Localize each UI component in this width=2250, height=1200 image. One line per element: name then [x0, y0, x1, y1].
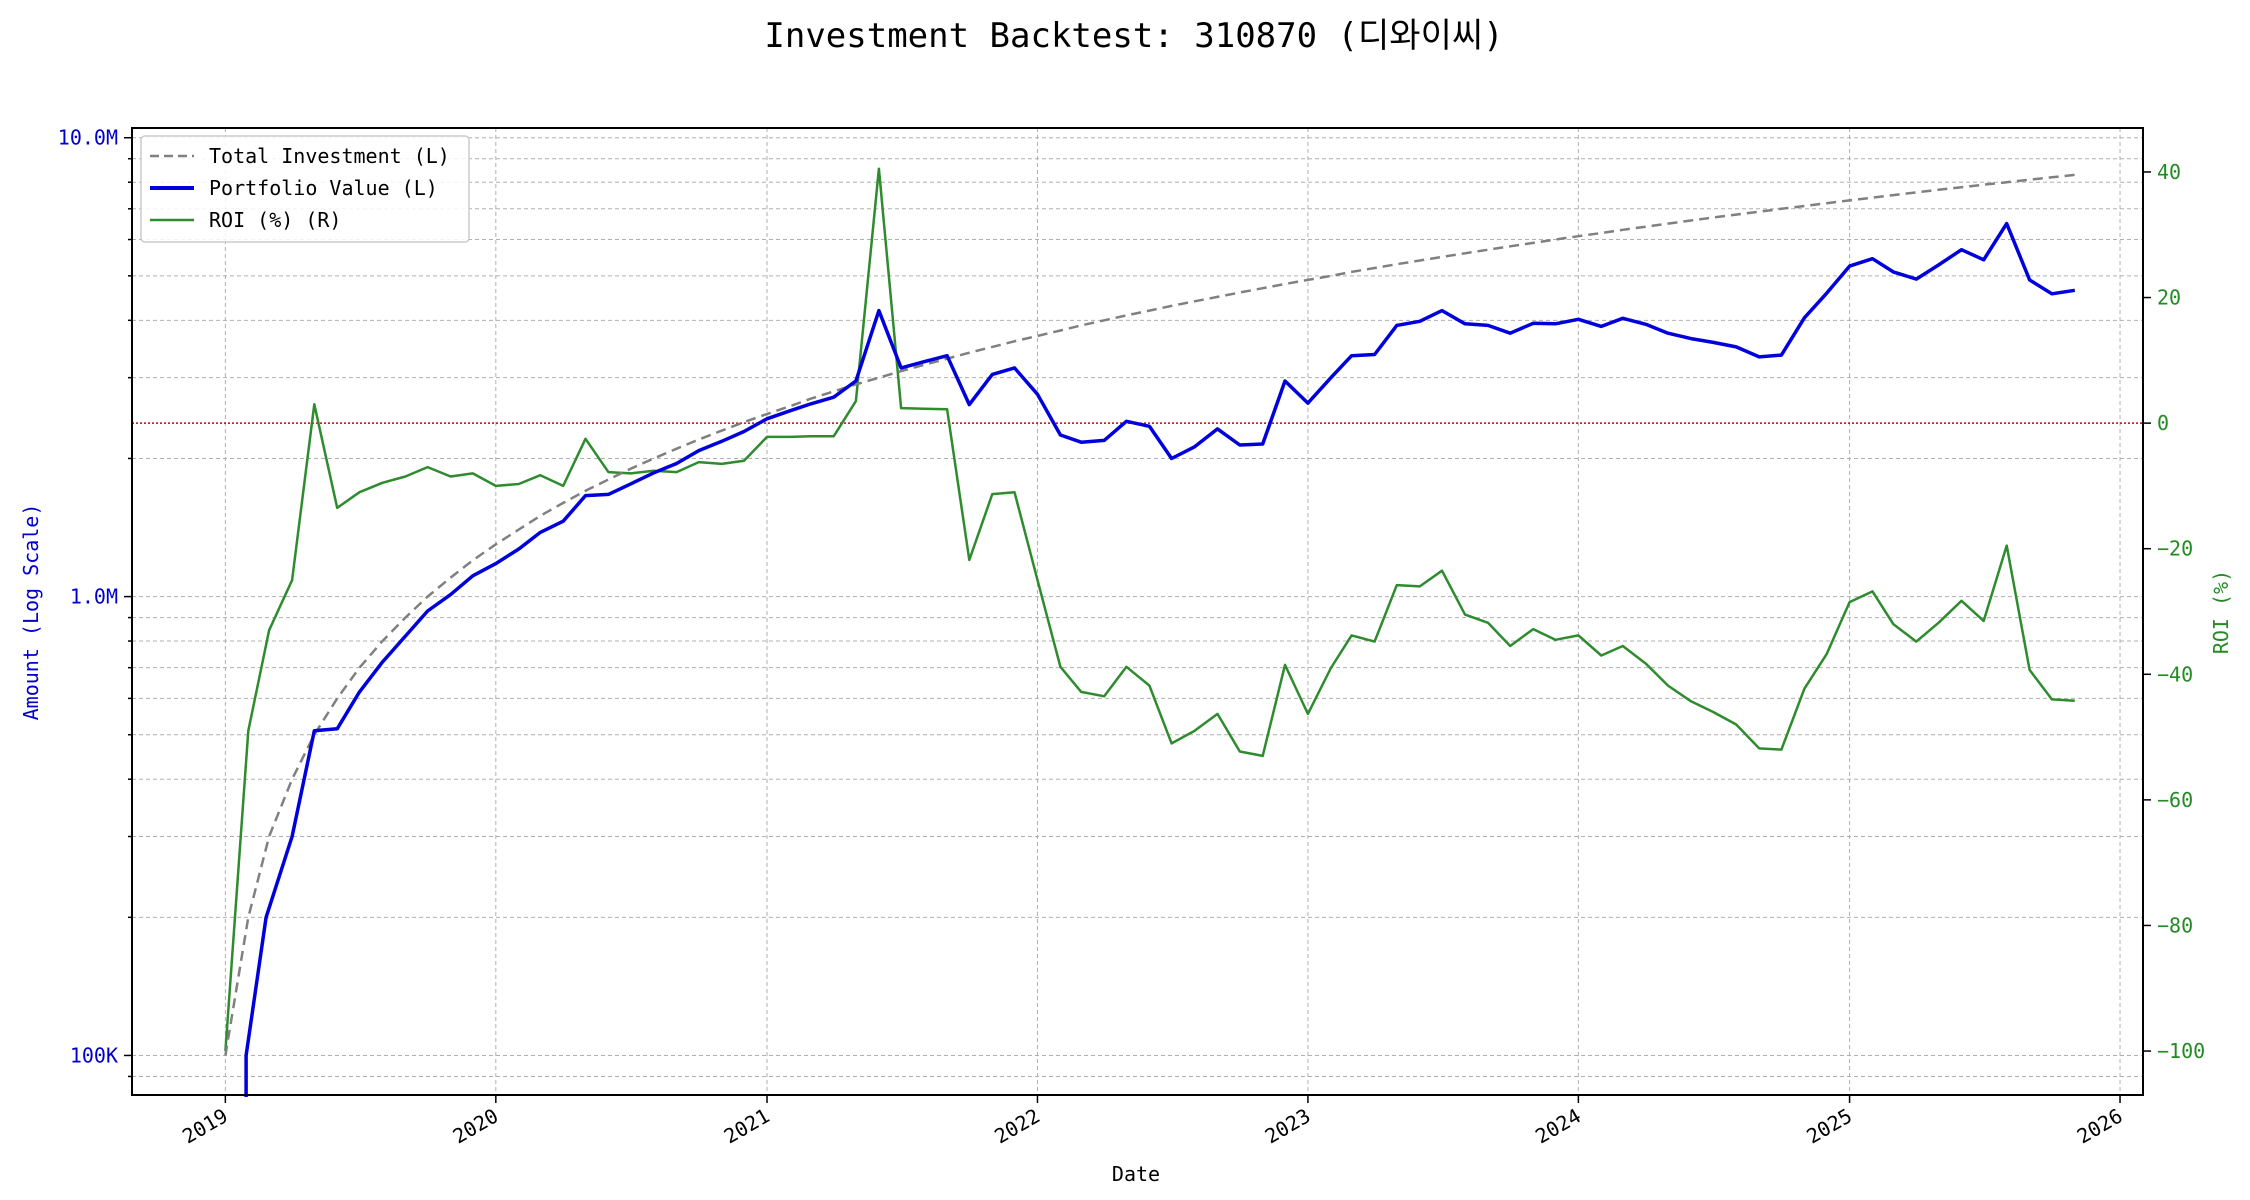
right-axis-ticks: 40 20 0 −20 −40 −60 −80 −100	[2143, 160, 2205, 1063]
portfolio-value-line	[244, 221, 2076, 1097]
right-tick-label: −20	[2157, 537, 2193, 561]
legend-label-total-investment: Total Investment (L)	[209, 144, 450, 168]
legend-label-roi: ROI (%) (R)	[209, 208, 341, 232]
plot-frame	[131, 127, 2144, 1096]
legend: Total Investment (L) Portfolio Value (L)…	[140, 135, 470, 243]
left-tick-label: 10.0M	[58, 126, 118, 150]
right-axis-label: ROI (%)	[2209, 570, 2233, 654]
left-tick-label: 100K	[70, 1043, 118, 1067]
series-layer	[224, 167, 2076, 1097]
x-axis-label: Date	[1112, 1162, 1160, 1186]
right-tick-label: −60	[2157, 788, 2193, 812]
legend-label-portfolio-value: Portfolio Value (L)	[209, 176, 438, 200]
roi-line	[224, 167, 2075, 1052]
left-axis-ticks: 100K 1.0M 10.0M	[58, 126, 132, 1078]
right-tick-label: −80	[2157, 913, 2193, 937]
right-tick-label: 0	[2157, 411, 2169, 435]
left-axis-label: Amount (Log Scale)	[19, 504, 43, 721]
right-tick-label: 20	[2157, 286, 2181, 310]
legend-box	[140, 135, 470, 243]
right-tick-label: −40	[2157, 662, 2193, 686]
total-investment-line	[224, 173, 2075, 1056]
right-tick-label: 40	[2157, 160, 2181, 184]
grid-lines	[132, 128, 2143, 1095]
chart-title: Investment Backtest: 310870 (디와이씨)	[764, 16, 1503, 56]
right-tick-label: −100	[2157, 1039, 2205, 1063]
left-tick-label: 1.0M	[70, 585, 118, 609]
